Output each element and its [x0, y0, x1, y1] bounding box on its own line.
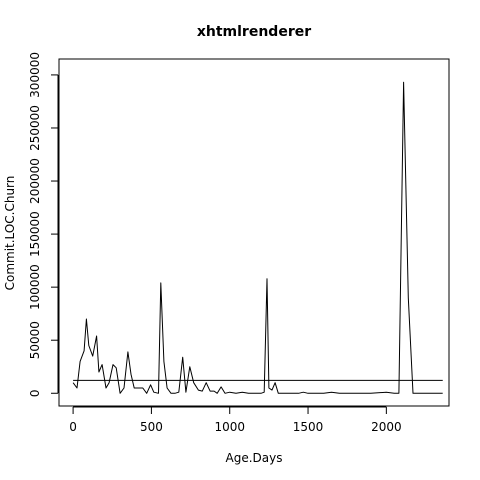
x-tick-label: 500	[140, 420, 163, 434]
y-tick-label: 150000	[28, 211, 42, 257]
y-axis: 0 50000 100000 150000 200000 250000 300000	[28, 52, 59, 397]
y-tick-label: 300000	[28, 52, 42, 98]
x-axis-label: Age.Days	[226, 451, 283, 465]
y-tick-label: 100000	[28, 264, 42, 310]
x-tick-label: 2000	[371, 420, 402, 434]
series-line	[72, 81, 443, 394]
plot-frame	[58, 58, 450, 407]
chart-title: xhtmlrenderer	[197, 24, 311, 40]
y-tick-label: 50000	[28, 321, 42, 359]
x-axis: 0 500 1000 1500 2000	[69, 406, 402, 434]
series-layer	[72, 81, 443, 394]
x-tick-label: 0	[69, 420, 77, 434]
y-tick-label: 200000	[28, 158, 42, 204]
y-tick-label: 250000	[28, 105, 42, 151]
y-axis-label: Commit.LOC.Churn	[3, 176, 17, 291]
x-tick-label: 1000	[214, 420, 245, 434]
x-tick-label: 1500	[293, 420, 324, 434]
y-tick-label: 0	[28, 389, 42, 397]
